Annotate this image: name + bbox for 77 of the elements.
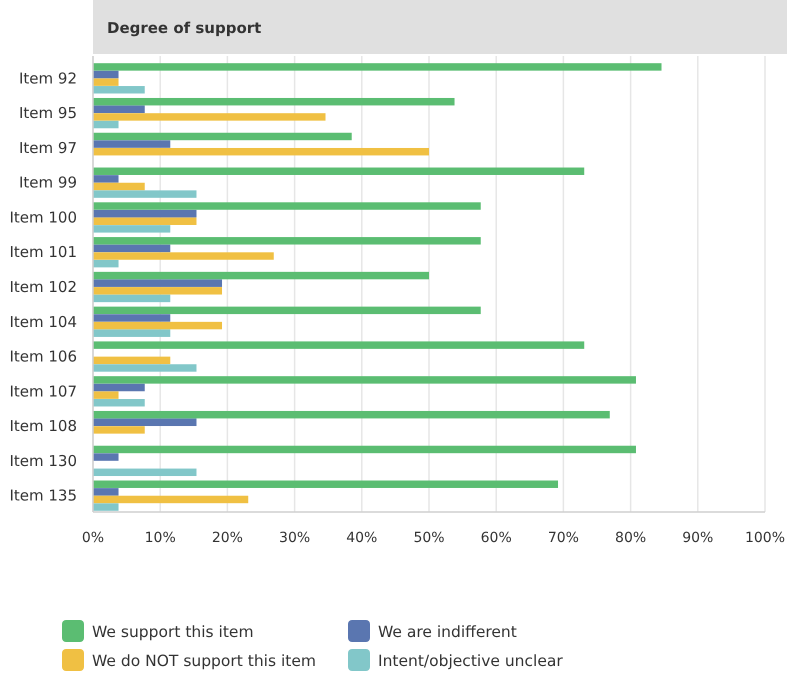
bar xyxy=(93,225,170,233)
bar xyxy=(93,202,481,210)
legend-label: We are indifferent xyxy=(378,623,517,641)
x-tick-label: 10% xyxy=(144,530,176,546)
bar xyxy=(93,190,196,198)
bar xyxy=(93,294,170,302)
x-tick-label: 100% xyxy=(744,530,786,546)
bar xyxy=(93,503,119,511)
bar xyxy=(93,63,662,71)
bar xyxy=(93,244,170,252)
bar xyxy=(93,314,170,322)
x-tick-label: 20% xyxy=(212,530,243,546)
bar xyxy=(93,488,119,496)
x-tick-label: 80% xyxy=(615,530,646,546)
x-tick-label: 30% xyxy=(279,530,310,546)
y-tick-label: Item 107 xyxy=(9,382,77,400)
y-tick-label: Item 102 xyxy=(9,278,77,296)
y-tick-label: Item 130 xyxy=(9,452,77,470)
bar xyxy=(93,168,584,175)
x-tick-label: 70% xyxy=(548,530,579,546)
bar xyxy=(93,175,119,183)
bar xyxy=(93,106,145,114)
bar xyxy=(93,322,222,330)
y-tick-label: Item 95 xyxy=(18,104,77,122)
y-tick-label: Item 100 xyxy=(9,208,77,226)
legend-label: Intent/objective unclear xyxy=(378,652,564,670)
bar xyxy=(93,410,610,418)
bar xyxy=(93,418,196,426)
x-tick-label: 0% xyxy=(82,530,104,546)
chart-title: Degree of support xyxy=(107,19,262,37)
bar xyxy=(93,496,248,504)
bar xyxy=(93,391,119,399)
bar xyxy=(93,272,429,280)
bar xyxy=(93,329,170,337)
y-tick-label: Item 97 xyxy=(18,138,77,157)
bar xyxy=(93,384,145,392)
bar xyxy=(93,453,119,461)
bar xyxy=(93,78,119,86)
bar xyxy=(93,70,119,78)
bar xyxy=(93,182,145,190)
bar xyxy=(93,480,558,488)
legend-label: We support this item xyxy=(92,623,254,641)
x-tick-label: 50% xyxy=(413,530,445,546)
bar xyxy=(93,279,222,287)
bar xyxy=(93,446,636,454)
bar xyxy=(93,341,584,349)
y-tick-label: Item 104 xyxy=(9,312,77,331)
bar xyxy=(93,237,481,245)
bar xyxy=(93,426,145,434)
bar xyxy=(93,287,222,295)
bar xyxy=(93,120,119,128)
bar xyxy=(93,148,429,156)
bar xyxy=(93,218,196,225)
x-tick-label: 40% xyxy=(346,530,378,546)
bar xyxy=(93,376,636,384)
bar xyxy=(93,252,274,260)
bar xyxy=(93,306,481,314)
bar xyxy=(93,86,145,94)
bar xyxy=(93,140,170,148)
y-tick-label: Item 135 xyxy=(9,486,77,505)
bar xyxy=(93,132,352,140)
bar xyxy=(93,113,326,121)
bar xyxy=(93,98,455,106)
bar xyxy=(93,399,145,406)
bar xyxy=(93,356,170,364)
y-tick-label: Item 106 xyxy=(9,348,77,366)
y-tick-label: Item 92 xyxy=(18,69,77,88)
bar xyxy=(93,468,196,476)
y-tick-label: Item 101 xyxy=(9,243,77,262)
y-tick-label: Item 99 xyxy=(18,174,77,192)
x-tick-label: 90% xyxy=(682,530,714,546)
bar xyxy=(93,364,196,372)
bar xyxy=(93,260,119,268)
y-tick-label: Item 108 xyxy=(9,417,77,436)
legend-label: We do NOT support this item xyxy=(92,652,316,670)
bar xyxy=(93,210,196,218)
x-tick-label: 60% xyxy=(480,530,512,546)
